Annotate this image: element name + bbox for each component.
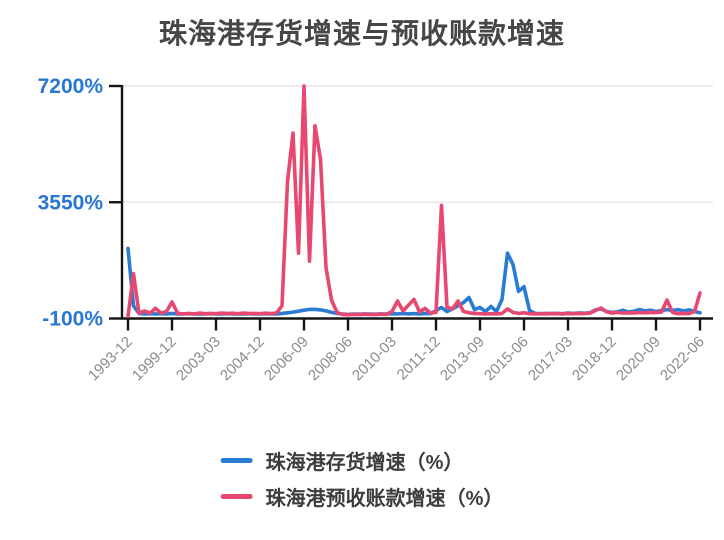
legend-item-advance: 珠海港预收账款增速（%） — [220, 482, 504, 511]
chart-legend: 珠海港存货增速（%） 珠海港预收账款增速（%） — [220, 446, 504, 511]
x-tick-label: 1993-12 — [85, 333, 136, 384]
x-tick-label: 2022-06 — [657, 333, 708, 384]
legend-line-swatch-advance — [220, 494, 253, 499]
x-tick-label: 2020-09 — [613, 333, 664, 384]
x-tick-label: 2010-03 — [349, 333, 400, 384]
y-tick-label: -100% — [42, 308, 103, 331]
x-tick-label: 2008-06 — [305, 333, 356, 384]
legend-label-advance: 珠海港预收账款增速（%） — [265, 488, 504, 510]
x-tick-label: 2011-12 — [394, 333, 444, 383]
x-tick-label: 2004-12 — [217, 333, 268, 384]
legend-item-inventory: 珠海港存货增速（%） — [220, 446, 504, 475]
x-tick-label: 2017-03 — [525, 333, 576, 384]
series-line-inventory — [126, 246, 702, 317]
series-line-advance — [126, 84, 702, 319]
legend-line-swatch-inventory — [220, 458, 253, 463]
axis-lines — [120, 85, 713, 320]
y-tick-label: 3550% — [38, 191, 104, 214]
x-tick-label: 2015-06 — [481, 333, 532, 384]
x-tick-label: 2006-09 — [261, 333, 312, 384]
x-tick-label: 2018-12 — [569, 333, 620, 384]
x-tick-label: 2003-03 — [173, 333, 224, 384]
x-tick-label: 2013-09 — [437, 333, 488, 384]
y-tick-label: 7200% — [38, 75, 104, 98]
chart-title: 珠海港存货增速与预收账款增速 — [158, 18, 565, 49]
legend-label-inventory: 珠海港存货增速（%） — [265, 452, 464, 474]
x-tick-label: 1999-12 — [129, 333, 180, 384]
